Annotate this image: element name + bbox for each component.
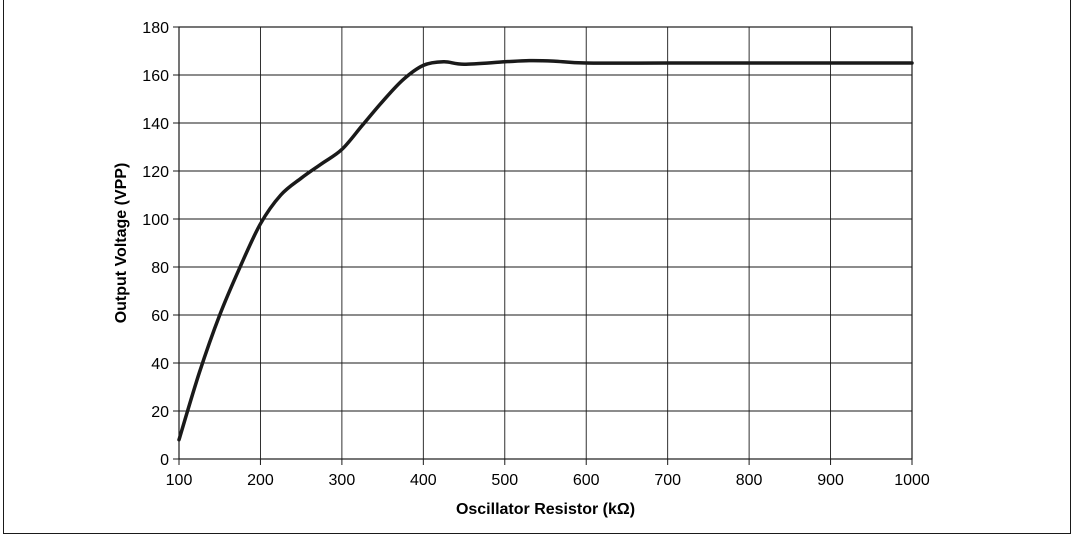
y-tick-label: 120 — [142, 164, 169, 181]
x-axis-ticks: 100 200 300 400 500 600 700 800 900 1000 — [166, 459, 930, 489]
y-tick-label: 140 — [142, 116, 169, 133]
x-tick-label: 500 — [491, 472, 518, 489]
x-tick-label: 800 — [736, 472, 763, 489]
y-tick-label: 80 — [151, 260, 169, 277]
x-tick-label: 1000 — [894, 472, 930, 489]
y-tick-label: 40 — [151, 356, 169, 373]
x-axis-title: Oscillator Resistor (kΩ) — [456, 501, 635, 518]
y-tick-label: 60 — [151, 308, 169, 325]
x-tick-label: 300 — [329, 472, 356, 489]
x-tick-label: 100 — [166, 472, 193, 489]
plot-area — [178, 26, 913, 460]
y-tick-label: 20 — [151, 404, 169, 421]
x-tick-label: 600 — [573, 472, 600, 489]
x-tick-label: 200 — [247, 472, 274, 489]
grid — [179, 27, 912, 459]
x-tick-label: 400 — [410, 472, 437, 489]
y-axis-title: Output Voltage (VPP) — [113, 163, 130, 324]
series-line — [177, 58, 914, 442]
y-tick-label: 0 — [160, 452, 169, 469]
y-tick-label: 180 — [142, 20, 169, 37]
x-tick-label: 700 — [654, 472, 681, 489]
y-axis-ticks: 0 20 40 60 80 100 120 140 160 180 — [142, 20, 179, 469]
x-tick-label: 900 — [817, 472, 844, 489]
y-tick-label: 160 — [142, 68, 169, 85]
y-tick-label: 100 — [142, 212, 169, 229]
